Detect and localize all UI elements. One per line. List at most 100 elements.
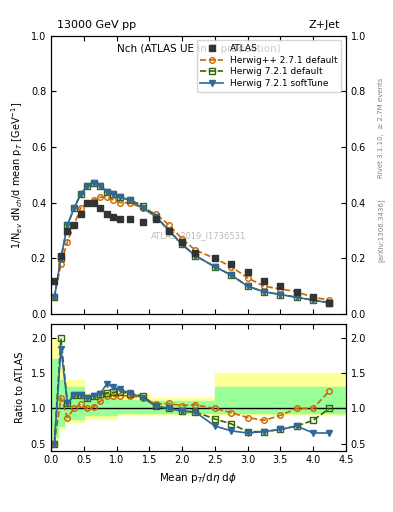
Text: ATLAS_2019_I1736531: ATLAS_2019_I1736531 [151,231,246,241]
Herwig++ 2.7.1 default [118,200,122,206]
Herwig++ 2.7.1 default [127,200,132,206]
Herwig 7.2.1 default [213,264,217,270]
Herwig 7.2.1 default [78,191,83,198]
Herwig 7.2.1 default [52,294,57,301]
Herwig 7.2.1 default [193,252,198,259]
Herwig 7.2.1 default [91,180,96,186]
Herwig++ 2.7.1 default [294,289,299,295]
Herwig 7.2.1 softTune [245,283,250,289]
ATLAS [311,294,316,301]
Line: Herwig 7.2.1 default: Herwig 7.2.1 default [51,181,332,306]
Herwig 7.2.1 softTune [311,297,316,303]
Line: ATLAS: ATLAS [51,199,333,306]
Herwig 7.2.1 default [118,194,122,200]
Herwig 7.2.1 default [294,294,299,301]
Herwig++ 2.7.1 default [85,200,90,206]
Herwig 7.2.1 default [262,289,266,295]
Herwig 7.2.1 default [229,272,233,278]
Line: Herwig 7.2.1 softTune: Herwig 7.2.1 softTune [51,181,332,306]
ATLAS [91,200,96,206]
Y-axis label: Ratio to ATLAS: Ratio to ATLAS [15,352,25,423]
ATLAS [118,217,122,223]
Herwig++ 2.7.1 default [140,205,145,211]
Herwig 7.2.1 softTune [262,289,266,295]
Herwig++ 2.7.1 default [52,294,57,301]
Herwig 7.2.1 default [154,214,158,220]
ATLAS [98,205,103,211]
Herwig 7.2.1 default [85,183,90,189]
Text: Z+Jet: Z+Jet [309,20,340,30]
Line: Herwig++ 2.7.1 default: Herwig++ 2.7.1 default [51,195,332,303]
Herwig 7.2.1 default [111,191,116,198]
Herwig 7.2.1 default [65,222,70,228]
Herwig 7.2.1 softTune [78,191,83,198]
Herwig++ 2.7.1 default [229,264,233,270]
Text: Nch (ATLAS UE in Z production): Nch (ATLAS UE in Z production) [117,44,280,54]
ATLAS [327,300,332,306]
Herwig++ 2.7.1 default [154,211,158,217]
Y-axis label: 1/N$_{ev}$ dN$_{ch}$/d mean p$_T$ [GeV$^{-1}$]: 1/N$_{ev}$ dN$_{ch}$/d mean p$_T$ [GeV$^… [9,101,25,248]
ATLAS [180,239,184,245]
ATLAS [154,217,158,223]
ATLAS [294,289,299,295]
Herwig++ 2.7.1 default [213,255,217,262]
Herwig++ 2.7.1 default [262,283,266,289]
ATLAS [111,214,116,220]
ATLAS [140,219,145,225]
Herwig 7.2.1 softTune [229,272,233,278]
Herwig 7.2.1 default [72,205,76,211]
Herwig 7.2.1 default [140,202,145,208]
Herwig 7.2.1 softTune [213,264,217,270]
ATLAS [245,269,250,275]
Herwig++ 2.7.1 default [65,239,70,245]
Herwig++ 2.7.1 default [111,197,116,203]
X-axis label: Mean p$_T$/d$\eta$ d$\phi$: Mean p$_T$/d$\eta$ d$\phi$ [160,471,237,485]
Herwig 7.2.1 softTune [52,294,57,301]
Herwig 7.2.1 softTune [180,241,184,247]
Herwig++ 2.7.1 default [278,286,283,292]
ATLAS [213,255,217,262]
ATLAS [262,278,266,284]
ATLAS [229,261,233,267]
Text: [arXiv:1306.3436]: [arXiv:1306.3436] [378,199,385,262]
Herwig++ 2.7.1 default [98,194,103,200]
ATLAS [105,211,109,217]
Herwig 7.2.1 softTune [105,188,109,195]
Herwig 7.2.1 default [245,283,250,289]
Herwig++ 2.7.1 default [105,194,109,200]
Herwig 7.2.1 softTune [85,183,90,189]
Herwig 7.2.1 default [98,183,103,189]
Legend: ATLAS, Herwig++ 2.7.1 default, Herwig 7.2.1 default, Herwig 7.2.1 softTune: ATLAS, Herwig++ 2.7.1 default, Herwig 7.… [196,40,342,92]
ATLAS [278,283,283,289]
Herwig 7.2.1 softTune [111,191,116,198]
Herwig 7.2.1 softTune [294,294,299,301]
Herwig 7.2.1 softTune [154,214,158,220]
Herwig++ 2.7.1 default [193,247,198,253]
ATLAS [167,227,171,233]
Herwig++ 2.7.1 default [311,294,316,301]
Herwig 7.2.1 softTune [193,252,198,259]
Herwig++ 2.7.1 default [327,297,332,303]
Herwig 7.2.1 default [180,241,184,247]
ATLAS [193,250,198,256]
Herwig 7.2.1 softTune [278,291,283,297]
ATLAS [78,211,83,217]
Herwig 7.2.1 softTune [140,205,145,211]
Text: 13000 GeV pp: 13000 GeV pp [57,20,136,30]
Herwig++ 2.7.1 default [91,197,96,203]
Herwig++ 2.7.1 default [59,261,63,267]
Herwig 7.2.1 softTune [91,180,96,186]
Herwig 7.2.1 softTune [72,205,76,211]
Herwig 7.2.1 default [105,188,109,195]
ATLAS [72,222,76,228]
Herwig 7.2.1 default [167,227,171,233]
Herwig 7.2.1 softTune [59,255,63,262]
Herwig 7.2.1 softTune [98,183,103,189]
ATLAS [85,200,90,206]
Herwig 7.2.1 softTune [65,222,70,228]
ATLAS [52,278,57,284]
ATLAS [65,227,70,233]
Herwig++ 2.7.1 default [72,222,76,228]
Herwig++ 2.7.1 default [78,205,83,211]
Herwig 7.2.1 default [327,300,332,306]
